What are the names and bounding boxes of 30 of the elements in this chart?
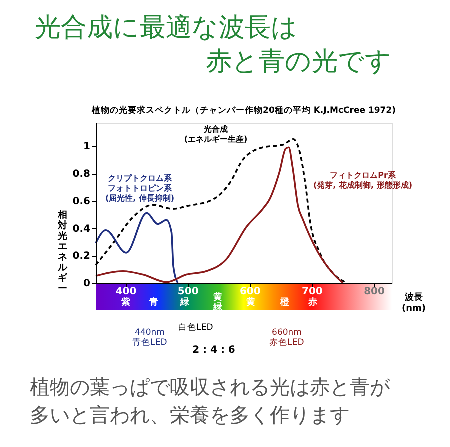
text: 紫 xyxy=(120,297,132,308)
x-tick-label: 600 xyxy=(240,286,261,298)
y-tick-label: 0.2 xyxy=(72,251,91,262)
annotation: クリプトクロム系フォトトロピン系(屈光性, 伸長抑制) xyxy=(105,174,175,203)
text: 赤 xyxy=(308,297,318,308)
annotation: 光合成(エネルギー生産) xyxy=(184,125,248,144)
text: 青 xyxy=(148,297,158,308)
y-tick-label: 0.8 xyxy=(72,169,91,180)
text: 黄 xyxy=(246,297,256,308)
chart-title: 光合成に最適な波長は赤と青の光です xyxy=(35,13,392,77)
text: 植物の葉っぱで吸収される光は赤と青が多いと言われ、栄養を多く作ります xyxy=(30,375,391,427)
text: 660nm 赤色LED xyxy=(270,328,305,348)
x-axis-title: 波長(nm) xyxy=(402,292,426,314)
text: 緑 xyxy=(180,297,190,308)
y-tick-label: 1 xyxy=(84,142,91,153)
chart-subtitle: 植物の光要求スペクトル（チャンバー作物20種の平均 K.J.McCree 1972) xyxy=(91,105,396,116)
y-tick-label: 0.4 xyxy=(72,224,91,235)
text: 白色LED xyxy=(178,322,214,333)
annotation: フィトクロムPr系(発芽, 花成制御, 形態形成) xyxy=(314,171,412,190)
y-tick-label: 0 xyxy=(84,278,91,290)
y-tick-label: 0.6 xyxy=(72,196,91,208)
x-tick-label: 800 xyxy=(364,286,385,298)
text: 440nm 青色LED xyxy=(132,328,168,348)
x-tick-label: 700 xyxy=(302,286,323,298)
x-tick-label: 400 xyxy=(116,286,137,298)
text: 2 : 4 : 6 xyxy=(192,345,236,356)
line-series xyxy=(95,212,179,284)
x-tick-label: 500 xyxy=(178,286,199,298)
y-axis-title: 相対光エネルギー xyxy=(57,209,69,294)
text: 橙 xyxy=(280,297,290,308)
